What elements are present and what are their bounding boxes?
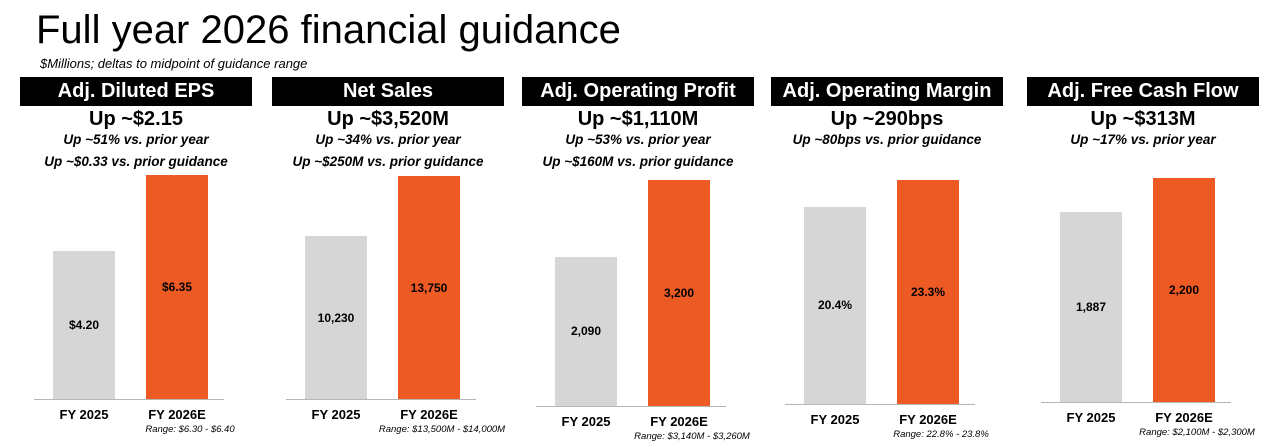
bar-fy2025 xyxy=(305,236,367,399)
guidance-panel: Adj. Free Cash Flow Up ~$313M Up ~17% vs. … xyxy=(1027,0,1259,438)
guidance-panel: Adj. Diluted EPS Up ~$2.15 Up ~51% vs. pri… xyxy=(20,0,252,436)
bar-value-label: 20.4% xyxy=(817,298,853,313)
panel-subline: Up ~$0.33 vs. prior guidance xyxy=(44,154,228,169)
category-label: FY 2025 xyxy=(311,407,361,422)
category-label: FY 2026E xyxy=(899,412,957,427)
panel-subline: Up ~$160M vs. prior guidance xyxy=(542,154,734,169)
category-label: FY 2026E xyxy=(650,414,708,429)
chart-baseline xyxy=(1041,402,1231,403)
range-note: Range: $13,500M - $14,000M xyxy=(378,424,506,435)
chart-baseline xyxy=(785,404,975,405)
panel-subline: Up ~80bps vs. prior guidance xyxy=(792,132,982,147)
bar-value-label: 10,230 xyxy=(317,310,355,325)
chart-baseline xyxy=(286,399,476,400)
guidance-panel: Adj. Operating Profit Up ~$1,110M Up ~53% … xyxy=(522,0,754,442)
panel-header: Adj. Operating Profit xyxy=(522,77,754,106)
panel-headline: Up ~$2.15 xyxy=(89,108,183,130)
bar-fy2026e xyxy=(648,180,710,406)
bar-fy2025 xyxy=(53,251,115,399)
panel-headline: Up ~$3,520M xyxy=(327,108,449,130)
chart-baseline xyxy=(34,399,224,400)
panel-subline: Up ~17% vs. prior year xyxy=(1070,132,1216,147)
guidance-panel: Adj. Operating Margin Up ~290bps Up ~80bps… xyxy=(771,0,1003,440)
range-note: Range: $3,140M - $3,260M xyxy=(634,431,750,442)
category-label: FY 2026E xyxy=(400,407,458,422)
panel-subline: Up ~$250M vs. prior guidance xyxy=(292,154,484,169)
bar-value-label: $6.35 xyxy=(161,280,193,294)
panel-subline: Up ~34% vs. prior year xyxy=(315,132,461,147)
category-label: FY 2025 xyxy=(1066,410,1116,425)
page-subtitle: $Millions; deltas to midpoint of guidanc… xyxy=(40,56,308,71)
bar-value-label: 1,887 xyxy=(1075,299,1107,314)
chart-baseline xyxy=(536,406,726,407)
range-note: Range: 22.8% - 23.8% xyxy=(893,429,989,440)
panel-header: Net Sales xyxy=(272,77,504,106)
category-label: FY 2025 xyxy=(59,407,109,422)
panel-subline: Up ~53% vs. prior year xyxy=(565,132,711,147)
bar-value-label: $4.20 xyxy=(68,318,100,333)
guidance-panel: Net Sales Up ~$3,520M Up ~34% vs. prior ye… xyxy=(272,0,505,436)
bar-fy2026e xyxy=(1153,178,1215,402)
panel-subline: Up ~51% vs. prior year xyxy=(63,132,209,147)
panel-headline: Up ~$313M xyxy=(1090,108,1196,130)
panel-headline: Up ~$1,110M xyxy=(577,108,699,130)
category-label: FY 2025 xyxy=(810,412,860,427)
bar-fy2026e xyxy=(146,175,208,399)
panel-header: Adj. Diluted EPS xyxy=(20,77,252,106)
bar-fy2025 xyxy=(1060,211,1122,402)
bar-fy2026e xyxy=(398,176,460,399)
category-label: FY 2026E xyxy=(148,407,206,422)
range-note: Range: $6.30 - $6.40 xyxy=(145,424,235,435)
panel-header: Adj. Operating Margin xyxy=(771,77,1003,106)
bar-fy2026e xyxy=(897,180,959,404)
panel-header: Adj. Free Cash Flow xyxy=(1027,77,1259,106)
range-note: Range: $2,100M - $2,300M xyxy=(1139,427,1255,438)
bar-value-label: 23.3% xyxy=(910,285,946,299)
bar-fy2025 xyxy=(555,256,617,406)
bar-fy2025 xyxy=(804,206,866,404)
bar-value-label: 2,200 xyxy=(1168,283,1200,297)
bar-value-label: 3,200 xyxy=(663,286,695,300)
bar-value-label: 2,090 xyxy=(570,324,602,339)
panel-headline: Up ~290bps xyxy=(830,108,944,130)
category-label: FY 2026E xyxy=(1155,410,1213,425)
category-label: FY 2025 xyxy=(561,414,611,429)
page-title: Full year 2026 financial guidance xyxy=(36,8,621,52)
bar-value-label: 13,750 xyxy=(410,280,448,295)
